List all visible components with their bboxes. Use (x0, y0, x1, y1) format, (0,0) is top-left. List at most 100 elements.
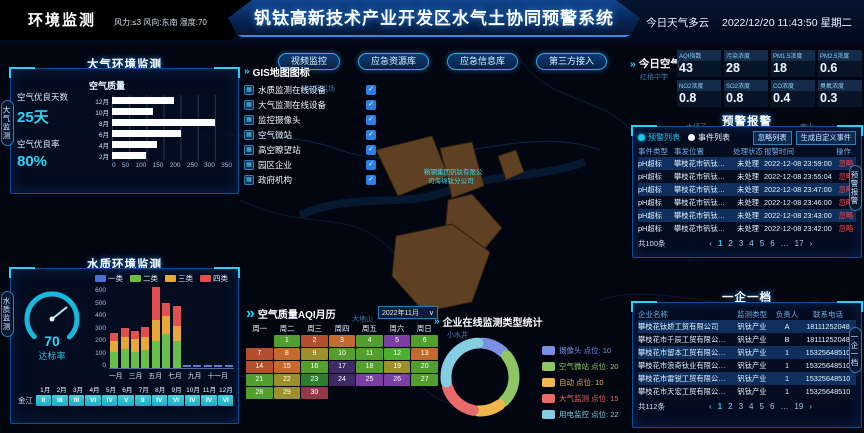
layer-checkbox[interactable]: ✓ (366, 175, 376, 185)
page-button[interactable]: … (780, 402, 789, 411)
layer-checkbox[interactable]: ✓ (366, 130, 376, 140)
table-cell: 2022-12-08 23:42:00 (764, 224, 832, 233)
page-button[interactable]: ‹ (709, 402, 712, 411)
alarm-total: 共100条 (638, 239, 666, 248)
table-cell: 1 (784, 374, 790, 383)
gis-layer-item[interactable]: ▦ 大气监测在线设备 ✓ (244, 100, 376, 110)
page-button[interactable]: › (809, 239, 813, 248)
table-cell: 攀枝花市钒钛产… (674, 184, 732, 194)
gis-layer-item[interactable]: ▦ 空气微站 ✓ (244, 130, 376, 140)
page-button[interactable]: 6 (769, 402, 775, 411)
river-grade-cell: VI (217, 395, 234, 406)
calendar-day[interactable]: 25 (356, 374, 383, 386)
page-button[interactable]: 17 (794, 239, 804, 248)
toolbar-button[interactable]: 第三方接入 (536, 53, 608, 70)
page-button[interactable]: 2 (728, 239, 733, 248)
legend-item: 二类 (130, 273, 158, 284)
good-days-value: 25天 (17, 109, 49, 126)
good-rate-value: 80% (17, 153, 48, 170)
calendar-day[interactable]: 2 (301, 335, 328, 347)
edge-tab-air[interactable]: 大气监测 (1, 100, 14, 146)
gis-layer-item[interactable]: ▦ 园区企业 ✓ (244, 160, 376, 170)
list-radio[interactable]: 事件列表 (688, 132, 730, 143)
edge-tab-enterprise[interactable]: 一企一档 (849, 327, 862, 373)
toolbar-button[interactable]: 应急资源库 (358, 53, 430, 70)
calendar-day[interactable]: 29 (273, 387, 301, 399)
calendar-day[interactable]: 4 (356, 335, 383, 347)
ignore-action[interactable]: 忽略 (838, 210, 854, 220)
toolbar-button[interactable]: 应急信息库 (447, 53, 519, 70)
layer-checkbox[interactable]: ✓ (366, 115, 376, 125)
table-row: 攀枝花市千辰工贸有限公… 钒钛产业 B 18111252048 (638, 333, 856, 346)
layer-checkbox[interactable]: ✓ (366, 85, 376, 95)
gis-layer-item[interactable]: ▦ 高空瞭望站 ✓ (244, 145, 376, 155)
page-button[interactable]: ‹ (709, 239, 712, 248)
page-button[interactable]: 6 (770, 239, 775, 248)
gis-layer-item[interactable]: ▦ 政府机构 ✓ (244, 175, 376, 185)
calendar-day[interactable]: 17 (328, 361, 356, 373)
calendar-day[interactable]: 15 (273, 361, 301, 373)
calendar-day[interactable]: 7 (246, 348, 273, 360)
calendar-day[interactable]: 18 (356, 361, 383, 373)
layer-checkbox[interactable]: ✓ (366, 100, 376, 110)
page-button[interactable]: 2 (728, 402, 733, 411)
page-button[interactable]: 4 (749, 239, 754, 248)
page-button[interactable]: 3 (738, 239, 744, 248)
calendar-day[interactable]: 26 (383, 374, 411, 386)
calendar-day[interactable]: 8 (273, 348, 301, 360)
calendar-day[interactable]: 21 (246, 374, 273, 386)
metric-label: 臭氧浓度 (818, 80, 862, 91)
layer-checkbox[interactable]: ✓ (366, 160, 376, 170)
legend-swatch (165, 275, 176, 282)
air-bar-track (112, 95, 232, 106)
calendar-day[interactable]: 1 (273, 335, 301, 347)
table-cell: 攀枝花市钒钛产… (674, 197, 732, 207)
page-button[interactable]: 1 (717, 239, 723, 248)
page-button[interactable]: … (780, 239, 789, 248)
alarm-table-header: 事件类型 事发位置 处理状态 报警时间 操作 (638, 145, 856, 157)
gis-layer-item[interactable]: ▦ 水质监测在线设备 ✓ (244, 85, 376, 95)
calendar-day[interactable]: 11 (356, 348, 383, 360)
calendar-day[interactable]: 27 (411, 374, 438, 386)
toolbar-button[interactable]: 视频监控 (278, 53, 341, 70)
page-button[interactable]: 4 (749, 402, 754, 411)
page-button[interactable]: 1 (717, 402, 723, 411)
gis-layer-item[interactable]: ▦ 监控摄像头 ✓ (244, 115, 376, 125)
calendar-day[interactable]: 5 (383, 335, 411, 347)
metric-value: 28 (726, 61, 740, 75)
calendar-day[interactable]: 23 (301, 374, 328, 386)
calendar-day[interactable]: 10 (328, 348, 356, 360)
calendar-day[interactable]: 13 (411, 348, 438, 360)
edge-tab-alarm[interactable]: 预警报警 (849, 165, 862, 211)
calendar-day[interactable]: 19 (383, 361, 411, 373)
calendar-day[interactable]: 22 (273, 374, 301, 386)
calendar-day[interactable]: 24 (328, 374, 356, 386)
page-button[interactable]: 5 (759, 239, 765, 248)
edge-tab-water[interactable]: 水质监测 (1, 291, 14, 337)
alarm-action-button[interactable]: 忽略列表 (752, 130, 792, 145)
calendar-day[interactable]: 9 (301, 348, 328, 360)
title-band (228, 0, 640, 37)
list-radio[interactable]: 预警列表 (638, 132, 680, 143)
month-select[interactable]: 2022年11月 ∨ (378, 306, 438, 319)
calendar-day[interactable]: 30 (301, 387, 328, 399)
calendar-day[interactable]: 28 (246, 387, 273, 399)
page-button[interactable]: 19 (794, 402, 804, 411)
calendar-day[interactable]: 20 (411, 361, 438, 373)
page-button[interactable]: › (809, 402, 812, 411)
calendar-day[interactable]: 6 (411, 335, 438, 347)
calendar-day[interactable]: 14 (246, 361, 273, 373)
alarm-action-button[interactable]: 生成自定义事件 (795, 130, 856, 145)
river-cells: II III III VI IV V II IV VI IV IV VI (35, 395, 234, 406)
layer-checkbox[interactable]: ✓ (366, 145, 376, 155)
calendar-day[interactable]: 16 (301, 361, 328, 373)
page-button[interactable]: 3 (738, 402, 744, 411)
enterprise-table-rows: 攀枝花钛娇工贸有限公司 钒钛产业 A 18111252048 攀枝花市千辰工贸有限公… 钒… (638, 320, 856, 398)
column-header: 企业名称 (638, 309, 668, 319)
legend-item: 空气微站 点位: 20 (542, 361, 619, 372)
page-button[interactable]: 5 (759, 402, 764, 411)
calendar-day[interactable]: 3 (328, 335, 356, 347)
calendar-day[interactable]: 12 (383, 348, 411, 360)
enterprise-pagination: ‹ 1 2 3 4 5 6 … 19 › (665, 402, 856, 411)
ignore-action[interactable]: 忽略 (838, 223, 854, 233)
